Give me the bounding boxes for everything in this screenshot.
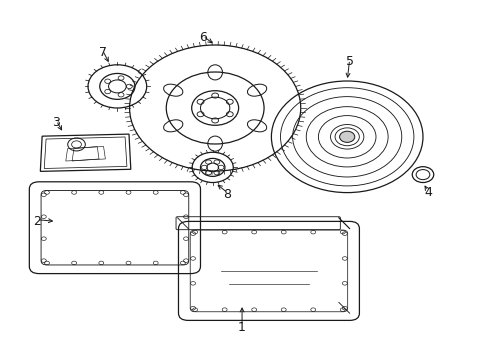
Text: 6: 6 <box>199 31 206 44</box>
Text: 1: 1 <box>238 321 245 334</box>
Text: 7: 7 <box>99 46 106 59</box>
Text: 3: 3 <box>52 116 60 129</box>
Text: 5: 5 <box>345 55 353 68</box>
Text: 4: 4 <box>423 186 431 199</box>
Circle shape <box>339 131 354 143</box>
Text: 8: 8 <box>223 188 231 201</box>
Text: 2: 2 <box>33 215 41 228</box>
